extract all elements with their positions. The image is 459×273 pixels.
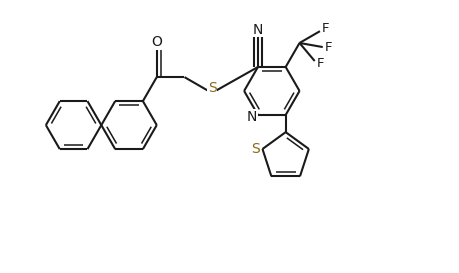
- Text: S: S: [251, 142, 259, 156]
- Text: F: F: [324, 41, 332, 54]
- Text: S: S: [207, 81, 216, 95]
- Text: O: O: [151, 35, 162, 49]
- Text: N: N: [252, 23, 263, 37]
- Text: F: F: [316, 58, 324, 70]
- Text: F: F: [321, 22, 329, 35]
- Text: N: N: [246, 110, 257, 124]
